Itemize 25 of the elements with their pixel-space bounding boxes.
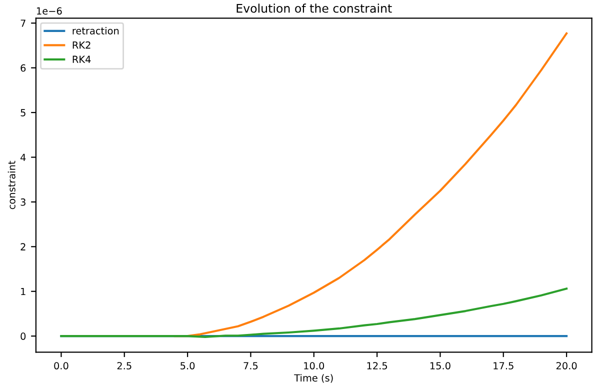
y-tick-label: 6 xyxy=(20,64,26,72)
y-tick-label: 1 xyxy=(21,288,26,296)
legend-label: RK2 xyxy=(72,41,90,49)
x-tick-label: 0.0 xyxy=(54,362,68,370)
x-tick-label: 2.5 xyxy=(117,362,132,370)
x-tick-label: 15.0 xyxy=(430,362,450,370)
x-tick-label: 17.5 xyxy=(494,362,514,370)
y-tick-label: 4 xyxy=(20,154,26,161)
text: 1e−6 xyxy=(37,7,62,15)
x-tick-label: 20.0 xyxy=(556,362,577,370)
x-tick-label: 7.5 xyxy=(244,362,258,370)
line-series xyxy=(60,288,568,338)
x-tick-label: 10.0 xyxy=(304,362,324,370)
y-tick-label: 5 xyxy=(20,109,26,116)
y-tick-label: 3 xyxy=(20,198,26,206)
y-tick-label: 2 xyxy=(20,243,26,250)
x-axis-title: Time (s) xyxy=(294,374,333,383)
legend-label: retraction xyxy=(72,26,119,34)
legend-label: RK4 xyxy=(72,56,91,63)
x-tick-label: 12.5 xyxy=(367,362,388,370)
y-tick-label: 0 xyxy=(20,332,26,340)
y-tick-label: 7 xyxy=(20,20,26,27)
chart-title: Evolution of the constraint xyxy=(236,4,392,13)
y-axis-title: constraint xyxy=(8,160,16,210)
x-tick-label: 5.0 xyxy=(180,362,195,370)
